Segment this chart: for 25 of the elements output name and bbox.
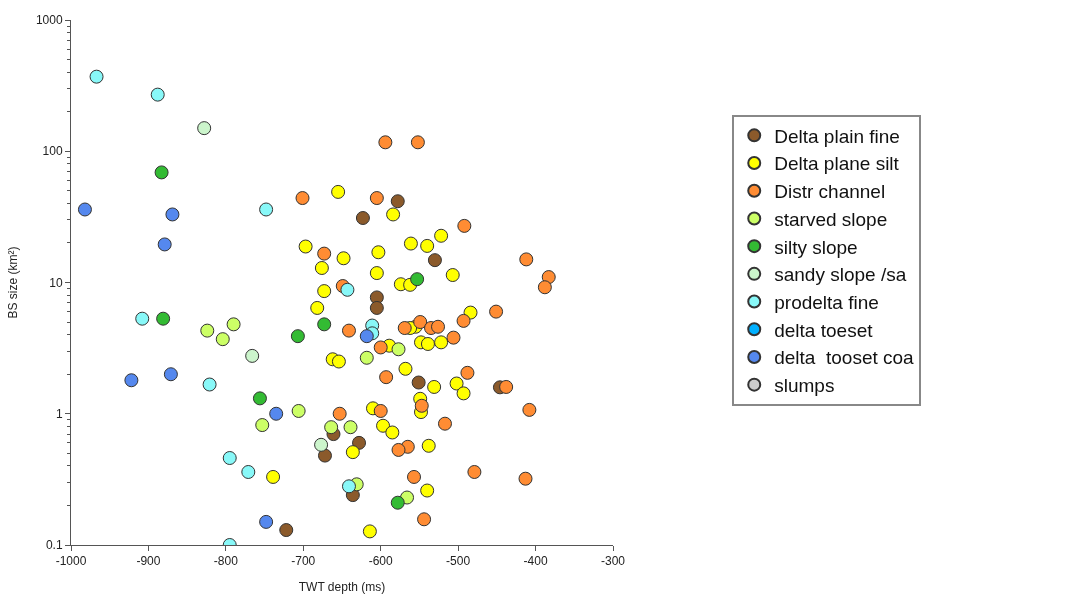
x-tick-label: -300 — [600, 554, 626, 569]
legend-label: delta toeset — [774, 319, 874, 341]
y-axis-title: BS size (km²) — [6, 246, 21, 319]
legend-label: Delta plane silt — [774, 153, 900, 175]
legend-label: prodelta fine — [774, 291, 879, 313]
x-tick-label: -500 — [446, 554, 471, 569]
x-tick-label: -1000 — [55, 554, 87, 569]
legend-label: delta tooset coa — [774, 347, 915, 369]
legend-label: Distr channel — [774, 181, 886, 203]
x-tick-label: -900 — [136, 554, 161, 569]
x-tick-label: -400 — [523, 554, 548, 569]
y-tick-label: 0.1 — [45, 538, 63, 553]
y-tick-label: 1 — [55, 406, 63, 421]
x-tick-label: -800 — [213, 554, 239, 569]
legend-label: Delta plain fine — [774, 125, 900, 147]
x-axis-title: TWT depth (ms) — [298, 580, 386, 595]
y-tick-label: 100 — [42, 144, 63, 159]
x-tick-label: -600 — [368, 554, 394, 569]
y-tick-label: 1000 — [35, 13, 63, 28]
legend-label: starved slope — [774, 208, 888, 230]
legend-label: sandy slope /sa — [774, 264, 907, 286]
legend-label: silty slope — [774, 236, 858, 258]
y-tick-label: 10 — [49, 275, 63, 290]
legend-label: slumps — [774, 375, 835, 397]
x-tick-label: -700 — [291, 554, 316, 569]
